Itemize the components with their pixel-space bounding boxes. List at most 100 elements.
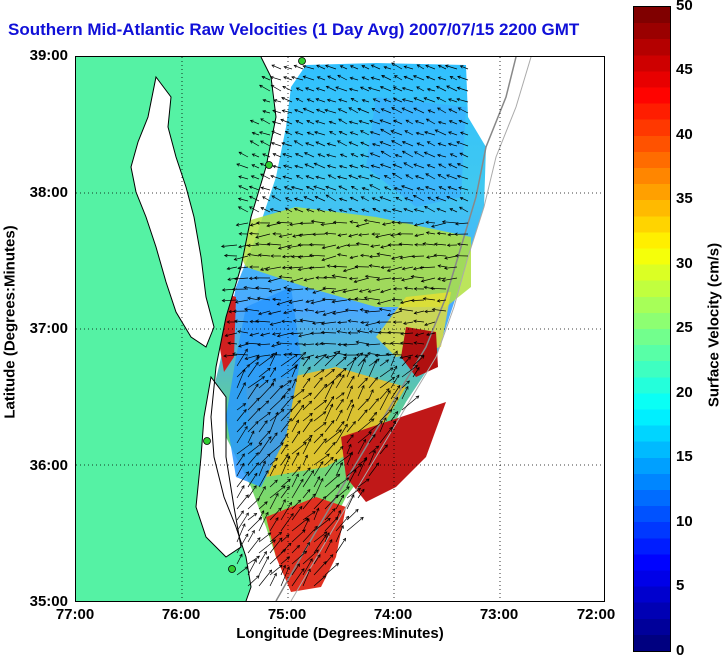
- velocity-arrow-head: [223, 354, 227, 358]
- velocity-arrow-head: [329, 403, 334, 408]
- velocity-arrow: [290, 277, 304, 283]
- velocity-arrow: [360, 130, 370, 136]
- velocity-arrow: [384, 186, 392, 191]
- velocity-arrow-head: [288, 266, 293, 270]
- velocity-arrow: [247, 383, 259, 400]
- velocity-arrow: [404, 130, 414, 136]
- velocity-arrow: [322, 298, 337, 301]
- velocity-arrow-head: [307, 366, 311, 371]
- velocity-arrow-head: [271, 344, 275, 348]
- velocity-arrow-head: [379, 86, 384, 90]
- velocity-arrow-head: [448, 163, 452, 167]
- velocity-arrow-head: [291, 75, 295, 80]
- velocity-arrow-head: [364, 409, 368, 413]
- velocity-arrow-head: [243, 409, 247, 413]
- velocity-arrow-head: [337, 320, 341, 325]
- velocity-arrow-head: [238, 175, 242, 179]
- velocity-arrow-head: [394, 350, 398, 354]
- velocity-arrow: [413, 75, 425, 81]
- velocity-arrow: [258, 355, 274, 367]
- velocity-arrow-head: [365, 343, 370, 347]
- velocity-arrow: [424, 205, 436, 213]
- velocity-arrow: [317, 208, 326, 213]
- velocity-arrow-head: [413, 107, 417, 111]
- velocity-arrow-head: [325, 64, 329, 68]
- velocity-arrow-head: [322, 575, 327, 579]
- velocity-arrow-head: [253, 485, 257, 489]
- velocity-arrow: [390, 342, 403, 345]
- velocity-arrow: [368, 398, 379, 411]
- velocity-arrow-head: [382, 208, 387, 213]
- velocity-arrow: [291, 568, 305, 587]
- velocity-arrow: [351, 153, 359, 158]
- velocity-arrow-head: [256, 575, 260, 579]
- velocity-arrow: [399, 243, 414, 246]
- velocity-arrow: [273, 186, 282, 191]
- velocity-arrow: [436, 85, 447, 92]
- velocity-arrow-head: [322, 286, 326, 290]
- velocity-arrow: [238, 198, 249, 202]
- velocity-arrow-head: [248, 231, 253, 236]
- velocity-arrow-head: [460, 131, 464, 135]
- velocity-arrow: [442, 221, 458, 224]
- velocity-arrow: [312, 321, 326, 324]
- colorbar-tick-label: 30: [676, 255, 693, 272]
- velocity-arrow: [294, 208, 304, 213]
- velocity-arrow-head: [416, 86, 420, 90]
- velocity-arrow: [277, 332, 293, 337]
- velocity-arrow: [280, 502, 292, 521]
- velocity-arrow: [379, 388, 390, 400]
- velocity-arrow: [349, 88, 359, 92]
- velocity-arrow: [437, 232, 447, 235]
- velocity-arrow-head: [405, 119, 410, 123]
- velocity-arrow-head: [338, 373, 342, 378]
- velocity-arrow-head: [401, 86, 406, 91]
- velocity-arrow: [313, 496, 327, 510]
- velocity-arrow-head: [287, 478, 291, 483]
- velocity-arrow: [269, 442, 284, 455]
- velocity-arrow-head: [325, 194, 330, 198]
- velocity-arrow: [431, 222, 447, 228]
- velocity-arrow-head: [245, 471, 250, 475]
- bathymetry-contour: [275, 57, 517, 601]
- velocity-arrow: [236, 382, 246, 400]
- velocity-arrow-head: [343, 356, 347, 361]
- velocity-arrow: [269, 432, 278, 444]
- velocity-arrow-head: [245, 533, 249, 537]
- velocity-arrow: [335, 538, 346, 554]
- velocity-arrow-head: [251, 529, 255, 534]
- velocity-arrow: [349, 165, 359, 169]
- velocity-arrow-head: [270, 174, 274, 179]
- velocity-arrow-head: [307, 467, 311, 471]
- velocity-arrow: [413, 194, 425, 202]
- velocity-arrow-head: [347, 319, 352, 323]
- velocity-arrow-head: [419, 266, 423, 270]
- velocity-arrow: [355, 298, 370, 301]
- velocity-arrow: [258, 532, 272, 543]
- velocity-arrow: [321, 255, 337, 261]
- velocity-arrow-head: [286, 288, 291, 292]
- velocity-arrow-head: [345, 515, 350, 520]
- velocity-arrow-head: [310, 300, 315, 305]
- velocity-arrow: [247, 513, 257, 521]
- velocity-arrow-head: [319, 341, 324, 346]
- velocity-arrow: [291, 452, 300, 466]
- velocity-arrow: [370, 131, 381, 136]
- velocity-arrow-head: [446, 243, 451, 247]
- velocity-arrow: [270, 208, 282, 213]
- velocity-arrow: [425, 186, 436, 191]
- velocity-arrow-head: [425, 118, 430, 122]
- velocity-arrow-head: [300, 478, 304, 483]
- velocity-arrow-head: [274, 457, 279, 462]
- velocity-arrow: [302, 438, 312, 455]
- velocity-arrow: [302, 518, 310, 532]
- velocity-arrow: [280, 566, 290, 587]
- velocity-arrow-head: [327, 75, 331, 79]
- velocity-arrow-head: [245, 494, 249, 498]
- velocity-arrow-head: [369, 184, 373, 188]
- velocity-arrow: [403, 208, 414, 213]
- velocity-arrow: [313, 422, 327, 433]
- velocity-arrow: [401, 185, 414, 191]
- velocity-arrow-head: [351, 375, 355, 380]
- velocity-arrow-head: [387, 330, 391, 335]
